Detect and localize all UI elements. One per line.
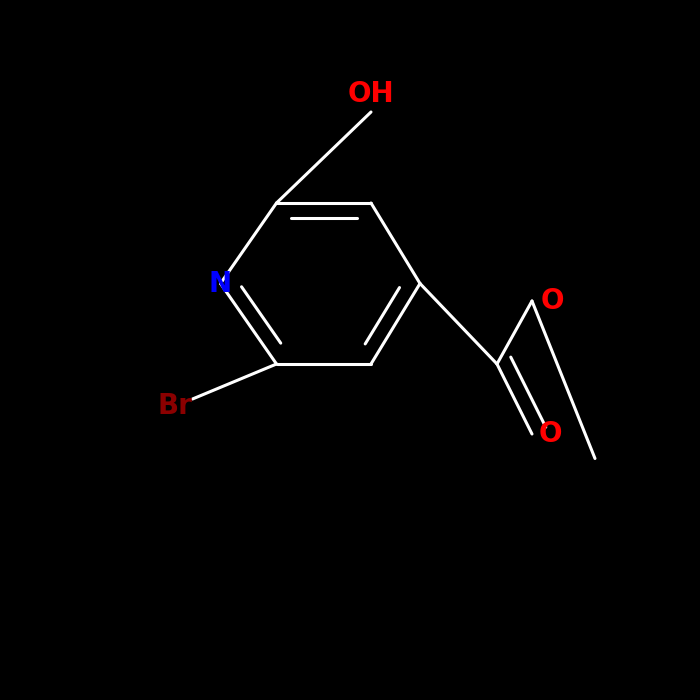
Text: Br: Br: [158, 392, 192, 420]
Text: O: O: [539, 420, 563, 448]
Text: OH: OH: [348, 80, 394, 108]
Text: N: N: [209, 270, 232, 298]
Text: O: O: [540, 287, 564, 315]
